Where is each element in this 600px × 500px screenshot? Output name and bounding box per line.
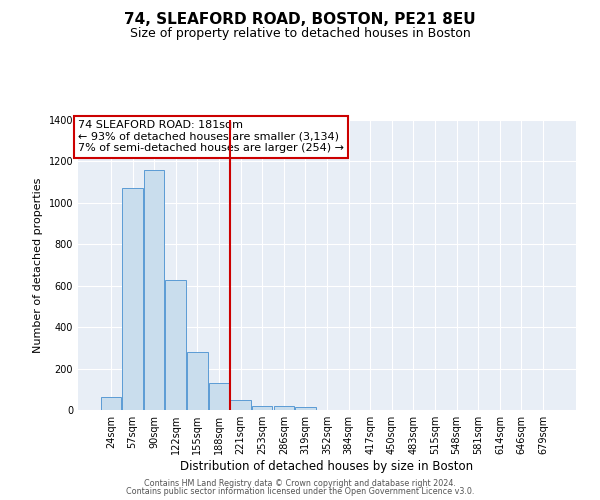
Bar [295,407,316,410]
Bar [122,188,143,410]
Text: Contains public sector information licensed under the Open Government Licence v3: Contains public sector information licen… [126,487,474,496]
Bar [144,170,164,410]
Bar [187,352,208,410]
Bar [230,400,251,410]
Y-axis label: Number of detached properties: Number of detached properties [33,178,43,352]
Text: Size of property relative to detached houses in Boston: Size of property relative to detached ho… [130,28,470,40]
Text: Contains HM Land Registry data © Crown copyright and database right 2024.: Contains HM Land Registry data © Crown c… [144,478,456,488]
Bar [274,406,294,410]
Bar [101,396,121,410]
Text: 74, SLEAFORD ROAD, BOSTON, PE21 8EU: 74, SLEAFORD ROAD, BOSTON, PE21 8EU [124,12,476,28]
X-axis label: Distribution of detached houses by size in Boston: Distribution of detached houses by size … [181,460,473,473]
Text: 74 SLEAFORD ROAD: 181sqm
← 93% of detached houses are smaller (3,134)
7% of semi: 74 SLEAFORD ROAD: 181sqm ← 93% of detach… [78,120,344,153]
Bar [252,406,272,410]
Bar [209,383,229,410]
Bar [166,280,186,410]
